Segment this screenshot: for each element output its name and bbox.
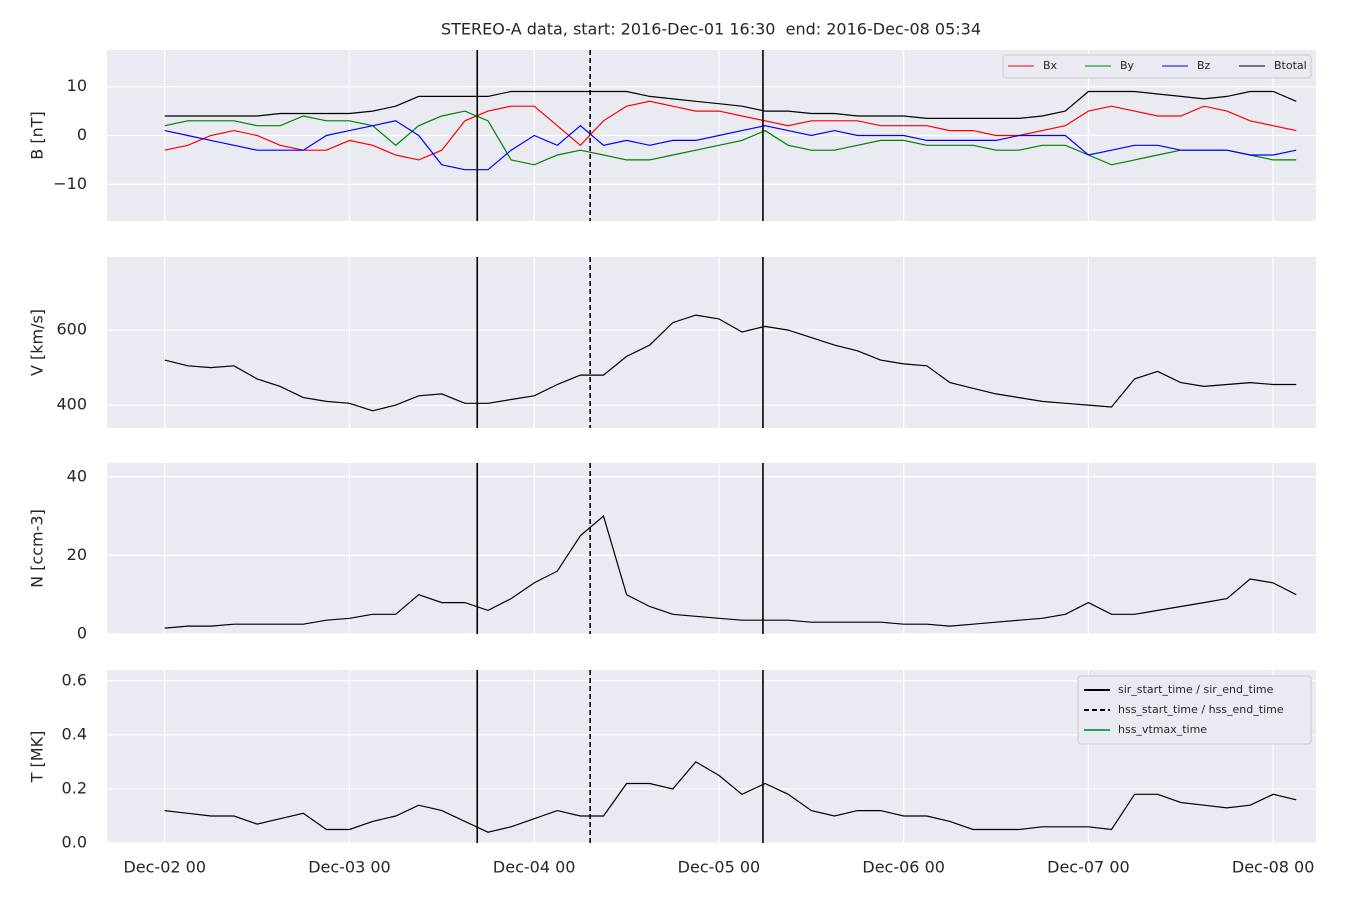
y-tick-label: 0.0 — [62, 833, 87, 852]
series-line — [164, 515, 1297, 629]
y-axis-label: B [nT] — [28, 111, 47, 159]
legend: sir_start_time / sir_end_time hss_start_t… — [1077, 675, 1312, 745]
y-tick-label: 0.4 — [62, 724, 87, 743]
plot-area — [107, 257, 1316, 428]
y-tick-label: 0.2 — [62, 778, 87, 797]
chart-title: STEREO-A data, start: 2016-Dec-01 16:30 … — [441, 20, 981, 39]
series-line — [164, 314, 1297, 412]
legend-label: hss_start_time / hss_end_time — [1118, 703, 1284, 716]
y-axis-label: N [ccm-3] — [28, 509, 47, 588]
x-tick-label: Dec-06 00 — [862, 858, 945, 877]
series-line — [164, 120, 1297, 171]
x-tick-label: Dec-05 00 — [678, 858, 761, 877]
y-axis-label: V [km/s] — [28, 309, 47, 376]
plot-area — [107, 463, 1316, 634]
legend-label: Bx — [1043, 59, 1058, 72]
x-tick-label: Dec-07 00 — [1047, 858, 1130, 877]
y-tick-label: 0.6 — [62, 670, 87, 689]
x-tick-label: Dec-02 00 — [123, 858, 206, 877]
series-line — [164, 100, 1297, 161]
series-line — [164, 110, 1297, 166]
legend-label: sir_start_time / sir_end_time — [1118, 683, 1274, 696]
legend-box — [1002, 54, 1312, 79]
series-line — [164, 90, 1297, 119]
legend-label: By — [1120, 59, 1135, 72]
legend-box — [1077, 675, 1312, 745]
y-tick-label: 40 — [67, 466, 87, 485]
y-tick-label: 0 — [77, 125, 87, 144]
y-tick-label: 10 — [67, 76, 87, 95]
x-tick-label: Dec-08 00 — [1232, 858, 1315, 877]
legend: Bx By Bz Btotal — [1002, 54, 1312, 79]
legend-label: Bz — [1197, 59, 1211, 72]
y-tick-label: 600 — [56, 320, 87, 339]
y-axis-label: T [MK] — [28, 731, 47, 784]
y-tick-label: 400 — [56, 395, 87, 414]
x-tick-label: Dec-04 00 — [493, 858, 576, 877]
series-line — [164, 761, 1297, 833]
y-tick-label: 20 — [67, 545, 87, 564]
y-tick-label: 0 — [77, 624, 87, 643]
legend-label: Btotal — [1274, 59, 1307, 72]
legend-label: hss_vtmax_time — [1118, 723, 1207, 736]
y-tick-label: −10 — [53, 174, 87, 193]
x-tick-label: Dec-03 00 — [308, 858, 391, 877]
